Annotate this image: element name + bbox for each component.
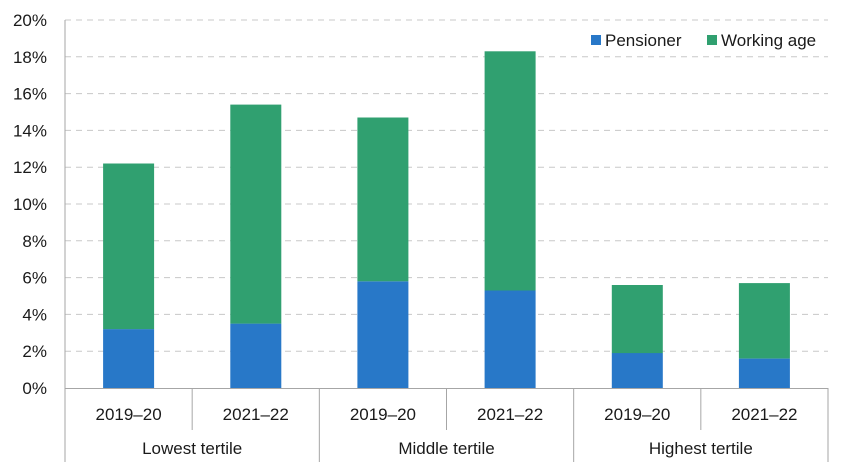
y-tick-label: 16% (13, 85, 47, 104)
x-group-label: Lowest tertile (142, 439, 242, 458)
legend-swatch-pensioner (591, 35, 601, 45)
bar-working-age (484, 51, 536, 291)
y-tick-label: 14% (13, 121, 47, 140)
bar-pensioner (357, 281, 409, 388)
y-axis-tick-labels: 0% 2% 4% 6% 8% 10% 12% 14% 16% 18% 20% (13, 11, 47, 398)
y-tick-label: 18% (13, 48, 47, 67)
bar-working-age (230, 104, 282, 324)
y-tick-label: 8% (22, 232, 47, 251)
x-category-label: 2021–22 (223, 405, 289, 424)
bar-pensioner (103, 329, 155, 388)
y-tick-label: 6% (22, 269, 47, 288)
bar-pensioner (611, 353, 663, 388)
y-tick-label: 10% (13, 195, 47, 214)
x-category-label: 2021–22 (477, 405, 543, 424)
bar-working-age (357, 117, 409, 282)
y-tick-label: 2% (22, 342, 47, 361)
x-group-label: Highest tertile (649, 439, 753, 458)
x-category-label: 2019–20 (95, 405, 161, 424)
bar-working-age (103, 163, 155, 330)
x-axis-category-labels: 2019–20 2021–22 2019–20 2021–22 2019–20 2021–… (95, 405, 797, 458)
legend-label-working-age: Working age (721, 31, 816, 50)
gridlines (65, 19, 828, 352)
y-tick-label: 12% (13, 158, 47, 177)
y-tick-label: 0% (22, 379, 47, 398)
x-axis (64, 20, 829, 462)
bar-pensioner (484, 290, 536, 388)
y-tick-label: 4% (22, 305, 47, 324)
y-tick-label: 20% (13, 11, 47, 30)
legend: Pensioner Working age (591, 31, 816, 50)
x-category-label: 2021–22 (731, 405, 797, 424)
legend-label-pensioner: Pensioner (605, 31, 682, 50)
bar-pensioner (230, 323, 282, 388)
x-category-label: 2019–20 (350, 405, 416, 424)
x-category-label: 2019–20 (604, 405, 670, 424)
bars (103, 51, 790, 388)
legend-swatch-working-age (707, 35, 717, 45)
bar-working-age (738, 283, 790, 359)
x-group-label: Middle tertile (398, 439, 494, 458)
bar-working-age (611, 285, 663, 354)
bar-pensioner (738, 358, 790, 388)
